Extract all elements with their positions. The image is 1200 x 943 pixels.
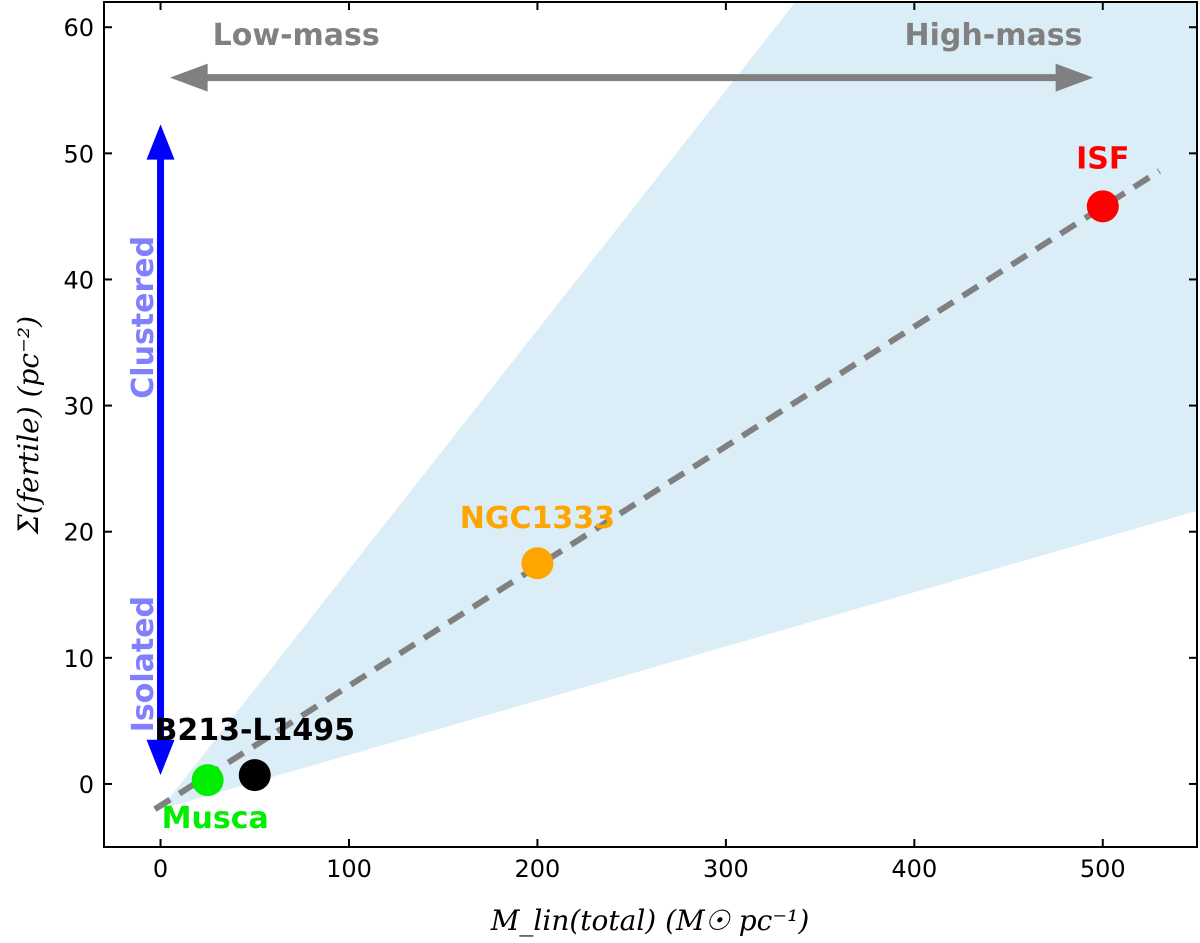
low-mass-label: Low-mass [213, 18, 380, 53]
x-tick-label: 400 [891, 855, 937, 883]
shaded-region [160, 2, 1197, 810]
y-tick-label: 60 [63, 14, 94, 42]
arrow-head-down [146, 739, 175, 776]
point-label-musca: Musca [162, 801, 269, 836]
isolated-label: Isolated [126, 596, 161, 732]
y-tick-label: 40 [63, 266, 94, 294]
data-point-ngc1333 [521, 547, 554, 580]
high-mass-label: High-mass [905, 18, 1083, 53]
arrow-head-left [169, 63, 208, 92]
y-tick-label: 30 [63, 393, 94, 421]
point-label-b213-l1495: B213-L1495 [154, 713, 355, 748]
x-tick-label: 200 [515, 855, 561, 883]
y-tick-label: 50 [63, 140, 94, 168]
x-tick-label: 500 [1080, 855, 1126, 883]
x-tick-label: 300 [703, 855, 749, 883]
data-point-b213-l1495 [238, 759, 271, 792]
point-label-ngc1333: NGC1333 [460, 501, 615, 536]
fit-line [153, 168, 1161, 812]
y-axis-label: Σ(fertile) (pc⁻²) [12, 316, 45, 535]
data-point-musca [191, 764, 224, 797]
x-tick-label: 100 [326, 855, 372, 883]
clustered-label: Clustered [126, 236, 161, 399]
axes-frame [103, 1, 1198, 848]
x-axis-label: M_lin(total) (M☉ pc⁻¹) [490, 904, 810, 937]
y-tick-label: 10 [63, 645, 94, 673]
point-label-isf: ISF [1076, 141, 1129, 176]
x-tick-label: 0 [153, 855, 168, 883]
arrow-head-up [146, 124, 175, 160]
y-tick-label: 0 [79, 771, 94, 799]
data-point-isf [1086, 190, 1119, 223]
y-tick-label: 20 [63, 519, 94, 547]
arrow-head-right [1055, 63, 1094, 92]
